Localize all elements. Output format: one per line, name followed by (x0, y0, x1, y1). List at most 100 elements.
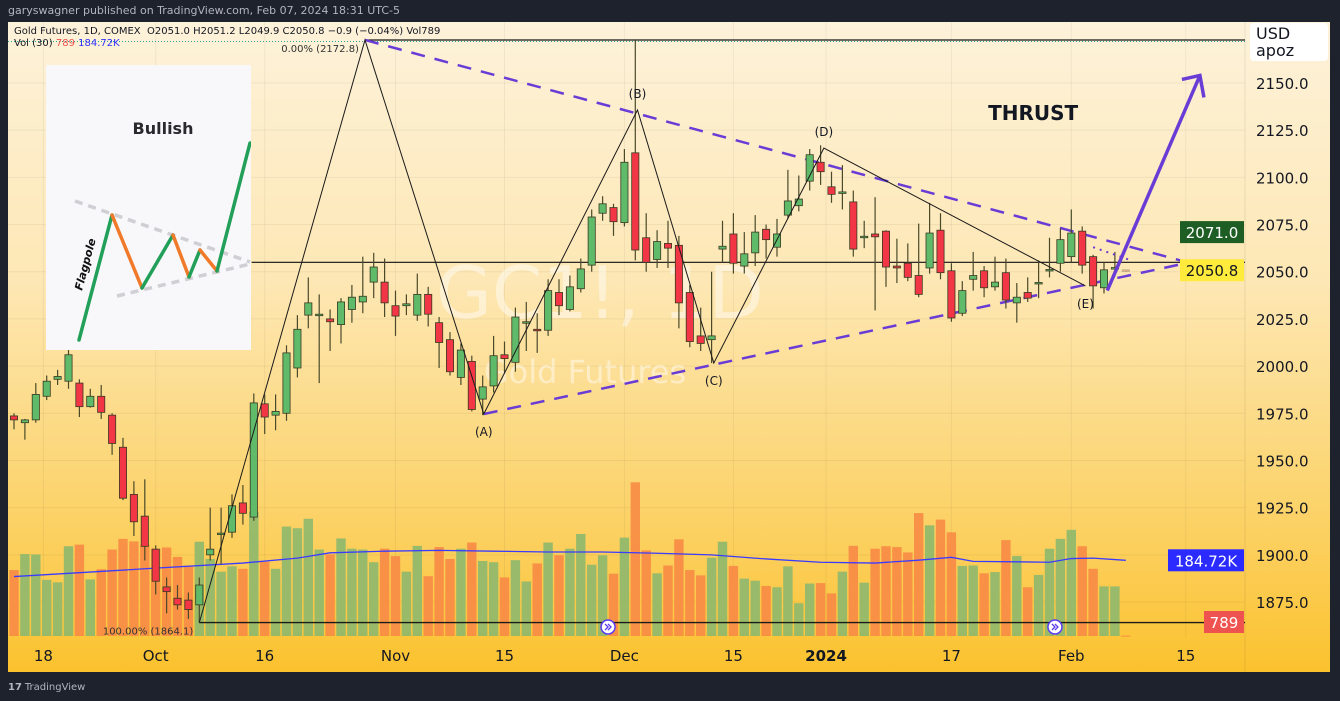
candle (1121, 269, 1130, 272)
candle-body (991, 281, 1000, 288)
legend-high: H2051.2 (193, 26, 236, 37)
volume-bar (1066, 529, 1076, 636)
price-tick-label: 1975.0 (1256, 405, 1309, 423)
candle-body (97, 395, 106, 413)
volume-bar (52, 582, 63, 636)
vol-value: 789 (55, 38, 75, 49)
currency-unit-button[interactable]: USD apoz (1250, 23, 1328, 61)
volume-bar (794, 603, 804, 636)
volume-bar (1055, 538, 1066, 636)
breakout-leg (215, 141, 252, 273)
bullish-pennant-illustration: Bullish Flagpole (46, 65, 252, 350)
annotations: (A) (B) (C) (D) (E) THRUST (198, 38, 1206, 635)
volume-bar (118, 538, 128, 636)
volume-bar (1033, 574, 1044, 636)
candle-body (217, 532, 226, 536)
candle-body (718, 245, 727, 250)
pennant-down-leg-3 (198, 248, 219, 273)
candle (653, 230, 662, 268)
candle-body (413, 293, 422, 316)
pennant-lower-bound (116, 262, 251, 298)
time-axis[interactable]: 18 Oct 16 Nov 15 Dec 15 2024 17 Feb 15 (34, 22, 1246, 672)
candle (402, 294, 411, 316)
time-tick-label: Dec (610, 647, 639, 665)
candle (435, 317, 444, 368)
wave-zigzag-line (198, 38, 1086, 623)
volume-bar (979, 573, 989, 636)
candle-body (751, 231, 760, 254)
volume-bar (750, 580, 760, 636)
candle-body (86, 395, 95, 408)
candle (195, 577, 204, 623)
volume-bar (1110, 586, 1120, 636)
candle (1078, 226, 1087, 274)
candle (173, 585, 182, 610)
time-tick-label: Oct (143, 647, 169, 665)
volume-bar (478, 561, 488, 636)
volume-bar (870, 548, 880, 636)
volume-label-text: 789 (1210, 614, 1239, 632)
fib-level-label: 0.00% (2172.8) (281, 44, 359, 55)
unit-label: apoz (1256, 41, 1295, 60)
candle-body (271, 410, 280, 416)
candle-body (1023, 292, 1032, 299)
candle (511, 307, 520, 372)
volume-bar (717, 541, 728, 636)
flagpole-line (77, 213, 114, 342)
candle-body (980, 270, 989, 289)
volume-bar (565, 548, 575, 636)
volume-bar (1077, 546, 1087, 636)
candle (980, 266, 989, 298)
candle-body (794, 198, 803, 207)
volume-bar (238, 568, 248, 636)
candle (903, 243, 912, 282)
volume-bar (227, 566, 237, 636)
volume-bar (216, 571, 226, 636)
candle (500, 341, 509, 374)
triangle-lower-line (483, 261, 1191, 416)
volume-bar (968, 565, 978, 636)
volume-bar (369, 562, 379, 636)
candle (718, 220, 727, 263)
volume-bar (74, 544, 85, 636)
volume-bar (739, 578, 749, 636)
volume-bar (990, 572, 1000, 636)
candle (119, 437, 128, 501)
grid (8, 22, 1245, 637)
candle-body (816, 161, 825, 173)
pennant-down-legs (110, 213, 144, 290)
price-axis[interactable]: 2150.0 2125.0 2100.0 2075.0 2050.0 2025.0 2000… (1256, 75, 1309, 612)
volume-bar (914, 513, 924, 636)
price-labels: 2071.0 2050.8 184.72K 789 (1168, 221, 1244, 633)
volume-bar (434, 547, 444, 636)
volume-bar (685, 570, 695, 636)
candle (1023, 277, 1032, 302)
volume-bar (783, 566, 793, 636)
volume-bar (42, 579, 52, 636)
volume-bar (805, 583, 815, 636)
volume-legend[interactable]: Vol (30) 789 184.72K (14, 38, 120, 49)
volume-label-bg (1168, 549, 1244, 572)
event-marker-arrow (1051, 623, 1059, 631)
candle-body (1034, 282, 1043, 285)
volume-bar (587, 564, 597, 636)
candle-body (1121, 269, 1130, 272)
candle-body (249, 402, 258, 518)
price-tick-label: 1875.0 (1256, 594, 1309, 612)
candle (631, 39, 640, 261)
watermark-symbol: GC1!, 1D (436, 251, 764, 335)
volume-bar (630, 482, 640, 636)
volume-bar (597, 555, 608, 636)
price-tick-label: 2125.0 (1256, 122, 1309, 140)
candle (794, 175, 803, 212)
volume-bar (467, 542, 477, 636)
tradingview-footer[interactable]: 17 TradingView (8, 682, 85, 693)
volume-bar (20, 554, 30, 636)
candle (260, 394, 269, 435)
volume-bar (728, 565, 739, 636)
volume-label: 184.72K (1168, 549, 1244, 572)
candle-body (1100, 269, 1109, 289)
price-tick-label: 2075.0 (1256, 217, 1309, 235)
candle (871, 197, 880, 311)
